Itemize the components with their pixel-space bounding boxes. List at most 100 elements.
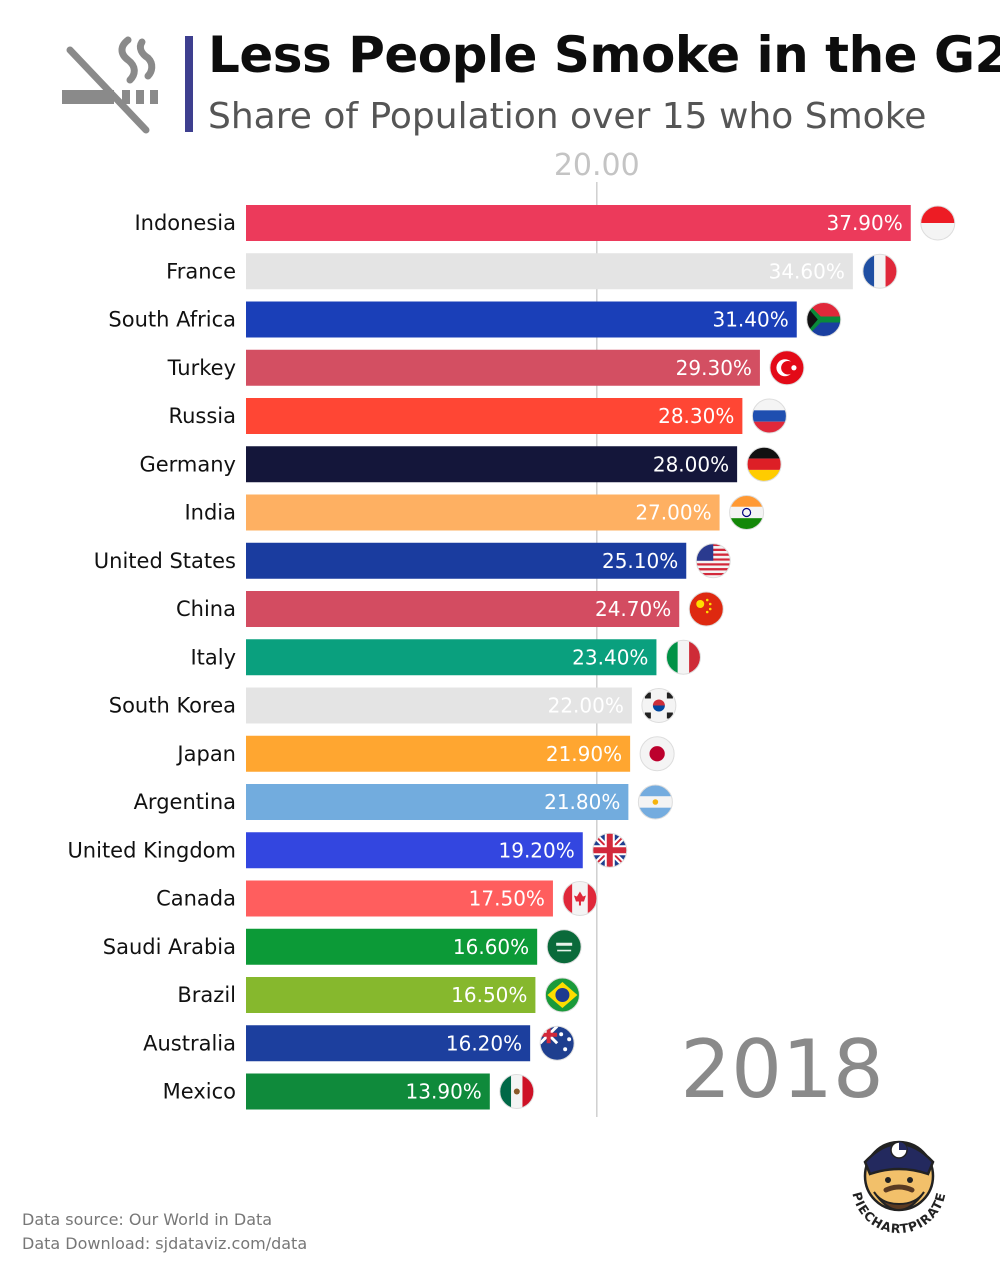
- turkey-flag: [769, 350, 804, 385]
- flag-part: [696, 570, 731, 573]
- flag-part: [567, 1037, 572, 1042]
- flag-part: [791, 365, 797, 371]
- flag-part: [652, 705, 665, 712]
- bar-canada: [246, 880, 553, 917]
- flag-part: [862, 254, 875, 289]
- flag-part: [729, 495, 764, 507]
- flag-part: [752, 410, 787, 422]
- category-label: India: [184, 501, 236, 525]
- data-download-note: Data Download: sjdataviz.com/data: [22, 1234, 308, 1253]
- value-label: 24.70%: [595, 597, 671, 621]
- flag-part: [920, 206, 955, 223]
- value-label: 23.40%: [572, 645, 648, 669]
- value-label: 13.90%: [406, 1080, 482, 1104]
- bar-group-united-kingdom: United Kingdom 19.20%: [67, 832, 628, 869]
- bar-group-russia: Russia 28.30%: [168, 398, 787, 434]
- category-label: Australia: [143, 1031, 236, 1055]
- flag-part: [752, 421, 787, 433]
- value-label: 29.30%: [676, 356, 752, 380]
- flag-part: [874, 254, 886, 289]
- flag-part: [573, 891, 586, 906]
- mexico-flag: [499, 1074, 534, 1109]
- united-states-flag: [696, 543, 731, 578]
- flag-part: [920, 223, 955, 240]
- value-label: 25.10%: [602, 549, 678, 573]
- flag-outline: [641, 688, 677, 723]
- flag-outline: [862, 253, 898, 289]
- flag-outline: [695, 543, 731, 579]
- page-subtitle: Share of Population over 15 who Smoke: [208, 96, 927, 137]
- south-africa-flag: [806, 302, 841, 337]
- flag-outline: [751, 398, 787, 434]
- value-label: 16.20%: [446, 1031, 522, 1055]
- bar-india: [246, 494, 720, 531]
- category-label: South Africa: [108, 308, 236, 332]
- canada-flag: [562, 881, 597, 916]
- bar-group-italy: Italy 23.40%: [190, 639, 701, 676]
- south-korea-flag: [641, 688, 676, 723]
- bar-group-germany: Germany 28.00%: [139, 446, 782, 483]
- flag-part: [652, 699, 665, 706]
- flag-part: [689, 592, 724, 626]
- category-label: Mexico: [163, 1080, 236, 1104]
- flag-outline: [592, 832, 628, 868]
- flag-part: [559, 1032, 564, 1037]
- value-label: 22.00%: [548, 694, 624, 718]
- flag-part: [638, 785, 673, 797]
- category-label: Russia: [168, 404, 236, 428]
- bar-group-south-korea: South Korea 22.00%: [109, 687, 677, 724]
- flag-part: [556, 942, 573, 946]
- value-label: 16.50%: [451, 983, 527, 1007]
- flag-outline: [729, 495, 765, 530]
- bar-group-mexico: Mexico 13.90%: [163, 1073, 535, 1110]
- category-label: United States: [94, 549, 236, 573]
- bar-japan: [246, 735, 631, 772]
- bar-brazil: [246, 977, 536, 1013]
- flag-part: [729, 506, 764, 519]
- bar-germany: [246, 446, 738, 483]
- value-label: 34.60%: [769, 259, 845, 283]
- flag-part: [652, 799, 659, 805]
- flag-part: [499, 1074, 512, 1109]
- bar-group-brazil: Brazil 16.50%: [177, 977, 580, 1013]
- flag-part: [696, 560, 731, 564]
- flag-part: [747, 447, 782, 459]
- bar-group-canada: Canada 17.50%: [156, 880, 598, 917]
- data-source-note: Data source: Our World in Data: [22, 1210, 273, 1229]
- value-label: 31.40%: [712, 308, 788, 332]
- flag-outline: [746, 446, 782, 482]
- flag-outline: [769, 350, 805, 386]
- pirate-logo-icon: PIECHARTPIRATE: [849, 1140, 948, 1236]
- bar-indonesia: [246, 205, 911, 241]
- china-flag: [689, 592, 724, 626]
- flag-part: [563, 1047, 568, 1052]
- indonesia-flag: [920, 206, 955, 240]
- flag-outline: [562, 881, 598, 916]
- flag-part: [666, 712, 673, 719]
- value-label: 21.80%: [544, 790, 620, 814]
- value-label: 28.00%: [653, 452, 729, 476]
- brazil-flag: [545, 978, 580, 1012]
- flag-part: [696, 565, 731, 569]
- bar-group-saudi-arabia: Saudi Arabia 16.60%: [103, 928, 582, 965]
- india-flag: [729, 495, 764, 530]
- category-label: Italy: [190, 645, 236, 669]
- flag-part: [587, 881, 597, 916]
- flag-part: [513, 1088, 520, 1095]
- flag-part: [540, 1032, 558, 1037]
- bar-group-japan: Japan 21.90%: [175, 735, 675, 772]
- flag-outline: [688, 591, 724, 627]
- japan-flag: [640, 736, 675, 771]
- bar-china: [246, 591, 680, 627]
- flag-outline: [546, 929, 582, 965]
- flag-part: [708, 607, 712, 611]
- category-label: Japan: [175, 742, 236, 766]
- category-label: Saudi Arabia: [103, 935, 236, 959]
- flag-part: [638, 807, 673, 819]
- bar-group-south-africa: South Africa 31.40%: [108, 301, 842, 338]
- category-label: Germany: [139, 452, 236, 476]
- flag-part: [696, 575, 731, 578]
- bar-south-korea: [246, 687, 632, 724]
- reference-tick-label: 20.00: [554, 148, 640, 183]
